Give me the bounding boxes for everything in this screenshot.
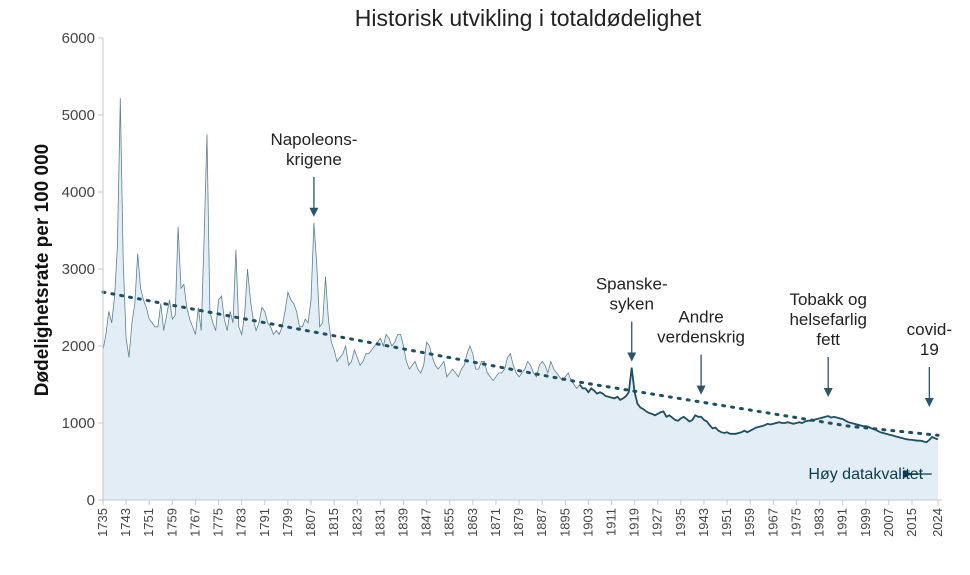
x-tick-label: 1807 bbox=[303, 508, 318, 537]
x-tick-label: 1839 bbox=[396, 508, 411, 537]
x-tick-label: 1975 bbox=[788, 508, 803, 537]
x-tick-label: 1999 bbox=[858, 508, 873, 537]
x-tick-label: 1855 bbox=[442, 508, 457, 537]
y-tick-label: 3000 bbox=[62, 261, 95, 278]
x-tick-label: 1927 bbox=[650, 508, 665, 537]
x-tick-label: 1911 bbox=[604, 508, 619, 536]
x-tick-label: 1887 bbox=[534, 508, 549, 537]
x-tick-label: 1919 bbox=[627, 508, 642, 537]
mortality-line-recent bbox=[578, 367, 939, 444]
x-tick-label: 1879 bbox=[511, 508, 526, 537]
annotation-arrow-head bbox=[627, 352, 637, 362]
x-tick-label: 1735 bbox=[95, 508, 110, 537]
mortality-area bbox=[103, 98, 938, 500]
trend-layer bbox=[101, 290, 940, 437]
data-quality-label: Høy datakvalitet bbox=[808, 466, 923, 483]
x-tick-label: 1863 bbox=[465, 508, 480, 537]
x-tick-label: 1943 bbox=[696, 508, 711, 537]
mortality-line-early bbox=[102, 98, 581, 390]
x-tick-label: 1759 bbox=[164, 508, 179, 537]
annotation-label: covid-19 bbox=[907, 320, 952, 359]
x-tick-label: 1831 bbox=[372, 508, 387, 537]
annotation-label: Tobakk og helsefarlig fett bbox=[789, 290, 867, 349]
annotation-arrow-head bbox=[309, 207, 319, 217]
y-tick-label: 6000 bbox=[62, 30, 95, 47]
x-tick-label: 1815 bbox=[326, 508, 341, 537]
x-tick-label: 1983 bbox=[812, 508, 827, 537]
x-tick-label: 1871 bbox=[488, 508, 503, 537]
annotation-label: Napoleons-krigene bbox=[270, 130, 357, 169]
chart-title: Historisk utvikling i totaldødelighet bbox=[355, 5, 702, 31]
trend-line bbox=[101, 290, 940, 437]
y-tick-label: 1000 bbox=[62, 415, 95, 432]
x-tick-label: 1751 bbox=[141, 508, 156, 537]
x-tick-label: 1847 bbox=[419, 508, 434, 537]
y-tick-label: 4000 bbox=[62, 184, 95, 201]
x-tick-label: 1895 bbox=[557, 508, 572, 537]
y-tick-label: 0 bbox=[87, 492, 95, 509]
y-tick-label: 2000 bbox=[62, 338, 95, 355]
y-tick-label: 5000 bbox=[62, 107, 95, 124]
annotation-label: Spanske-syken bbox=[596, 275, 668, 314]
annotation-arrow-head bbox=[823, 387, 833, 397]
x-tick-label: 2015 bbox=[904, 508, 919, 537]
y-axis-label: Dødelighetsrate per 100 000 bbox=[32, 144, 53, 396]
x-tick-label: 1799 bbox=[280, 508, 295, 537]
annotation-label: Andre verdenskrig bbox=[657, 308, 745, 347]
x-tick-label: 1783 bbox=[234, 508, 249, 537]
x-tick-label: 2007 bbox=[881, 508, 896, 537]
x-tick-label: 1903 bbox=[580, 508, 595, 537]
annotation-arrow-head bbox=[924, 397, 934, 407]
axes-layer: 0 1000 2000 3000 4000 5000 6000 1735 1743 1751 175… bbox=[62, 30, 945, 537]
annotation-arrow-head bbox=[696, 385, 706, 395]
x-tick-label: 1935 bbox=[673, 508, 688, 537]
area-layer bbox=[102, 98, 939, 500]
data-quality-arrow-head bbox=[903, 470, 912, 478]
x-tick-label: 1767 bbox=[188, 508, 203, 537]
x-tick-label: 1991 bbox=[835, 508, 850, 537]
x-tick-label: 1791 bbox=[257, 508, 272, 537]
x-tick-label: 1823 bbox=[349, 508, 364, 537]
x-tick-label: 2024 bbox=[930, 508, 945, 537]
x-tick-label: 1951 bbox=[719, 508, 734, 537]
x-tick-label: 1743 bbox=[118, 508, 133, 537]
x-tick-label: 1967 bbox=[765, 508, 780, 537]
x-tick-label: 1775 bbox=[211, 508, 226, 537]
x-tick-label: 1959 bbox=[742, 508, 757, 537]
